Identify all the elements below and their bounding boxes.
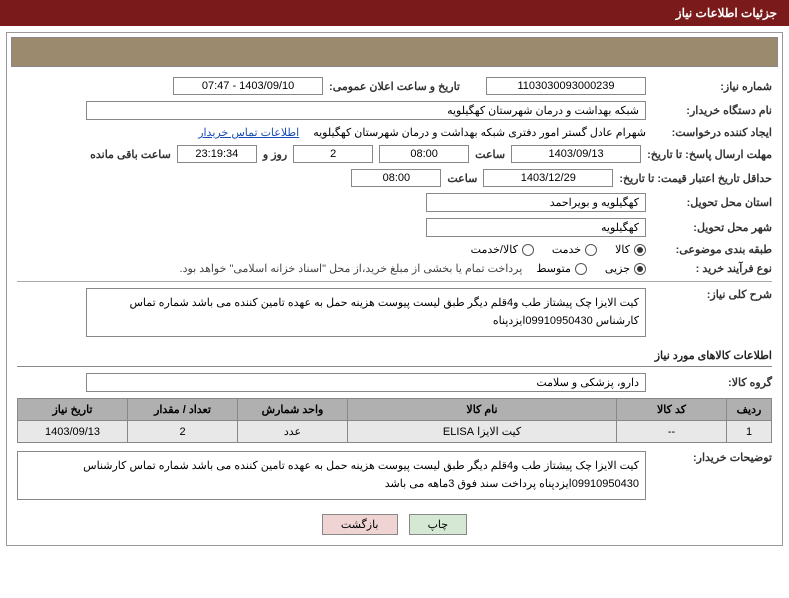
time-label-2: ساعت	[447, 172, 477, 185]
remaining-label: ساعت باقی مانده	[90, 148, 171, 161]
requester-value: شهرام عادل گستر امور دفتری شبکه بهداشت و…	[313, 126, 646, 139]
form-area: شماره نیاز: 1103030093000239 تاریخ و ساع…	[7, 71, 782, 545]
td-qty: 2	[128, 421, 238, 443]
announce-label: تاریخ و ساعت اعلان عمومی:	[329, 80, 460, 93]
desc-label: شرح کلی نیاز:	[652, 288, 772, 301]
radio-icon	[522, 244, 534, 256]
td-date: 1403/09/13	[18, 421, 128, 443]
validity-date-field: 1403/12/29	[483, 169, 613, 187]
radio-motevaset[interactable]: متوسط	[536, 262, 587, 275]
radio-icon	[585, 244, 597, 256]
announce-field: 1403/09/10 - 07:47	[173, 77, 323, 95]
main-container: شماره نیاز: 1103030093000239 تاریخ و ساع…	[6, 32, 783, 546]
radio-icon	[634, 263, 646, 275]
radio-jozi[interactable]: جزیی	[605, 262, 646, 275]
contact-link[interactable]: اطلاعات تماس خریدار	[198, 126, 299, 139]
th-name: نام کالا	[348, 399, 617, 421]
buyer-org-label: نام دستگاه خریدار:	[652, 104, 772, 117]
countdown-field: 23:19:34	[177, 145, 257, 163]
need-number-field: 1103030093000239	[486, 77, 646, 95]
buyer-notes-text: کیت الایزا چک پیشتاز طب و4قلم دیگر طبق ل…	[17, 451, 646, 500]
province-label: استان محل تحویل:	[652, 196, 772, 209]
deadline-label: مهلت ارسال پاسخ: تا تاریخ:	[647, 148, 772, 161]
items-section-title: اطلاعات کالاهای مورد نیاز	[17, 345, 772, 367]
city-label: شهر محل تحویل:	[652, 221, 772, 234]
radio-icon	[575, 263, 587, 275]
page-title: جزئیات اطلاعات نیاز	[676, 6, 777, 20]
city-field: کهگیلویه	[426, 218, 646, 237]
back-button[interactable]: بازگشت	[322, 514, 398, 535]
days-and-label: روز و	[263, 148, 287, 161]
buyer-org-field: شبکه بهداشت و درمان شهرستان کهگیلویه	[86, 101, 646, 120]
purchase-note: پرداخت تمام یا بخشی از مبلغ خرید،از محل …	[180, 262, 523, 275]
th-date: تاریخ نیاز	[18, 399, 128, 421]
purchase-type-group: جزیی متوسط	[536, 262, 646, 275]
td-name: کیت الایزا ELISA	[348, 421, 617, 443]
button-row: چاپ بازگشت	[17, 506, 772, 539]
purchase-type-label: نوع فرآیند خرید :	[652, 262, 772, 275]
radio-icon	[634, 244, 646, 256]
time-label-1: ساعت	[475, 148, 505, 161]
need-number-label: شماره نیاز:	[652, 80, 772, 93]
td-num: 1	[727, 421, 772, 443]
page-title-bar: جزئیات اطلاعات نیاز	[0, 0, 789, 26]
radio-khadamat[interactable]: خدمت	[552, 243, 597, 256]
top-band	[11, 37, 778, 67]
deadline-date-field: 1403/09/13	[511, 145, 641, 163]
table-row: 1 -- کیت الایزا ELISA عدد 2 1403/09/13	[18, 421, 772, 443]
print-button[interactable]: چاپ	[409, 514, 468, 535]
days-count-field: 2	[293, 145, 373, 163]
radio-both[interactable]: کالا/خدمت	[471, 243, 534, 256]
group-field: دارو، پزشکی و سلامت	[86, 373, 646, 392]
td-unit: عدد	[238, 421, 348, 443]
th-code: کد کالا	[617, 399, 727, 421]
th-row: ردیف	[727, 399, 772, 421]
items-table: ردیف کد کالا نام کالا واحد شمارش تعداد /…	[17, 398, 772, 443]
td-code: --	[617, 421, 727, 443]
deadline-time-field: 08:00	[379, 145, 469, 163]
buyer-notes-label: توضیحات خریدار:	[652, 451, 772, 464]
th-qty: تعداد / مقدار	[128, 399, 238, 421]
desc-text: کیت الایزا چک پیشتاز طب و4قلم دیگر طبق ل…	[86, 288, 646, 337]
category-label: طبقه بندی موضوعی:	[652, 243, 772, 256]
validity-label: حداقل تاریخ اعتبار قیمت: تا تاریخ:	[619, 172, 772, 185]
radio-kala[interactable]: کالا	[615, 243, 646, 256]
province-field: کهگیلویه و بویراحمد	[426, 193, 646, 212]
group-label: گروه کالا:	[652, 376, 772, 389]
requester-label: ایجاد کننده درخواست:	[652, 126, 772, 139]
th-unit: واحد شمارش	[238, 399, 348, 421]
validity-time-field: 08:00	[351, 169, 441, 187]
category-radio-group: کالا خدمت کالا/خدمت	[471, 243, 646, 256]
